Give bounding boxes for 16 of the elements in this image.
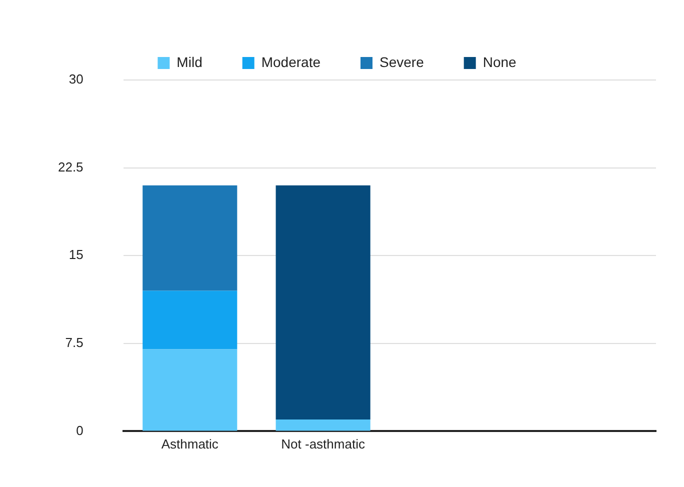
bar	[142, 290, 238, 350]
bar	[276, 185, 370, 420]
legend-label: Severe	[379, 54, 424, 70]
y-tick-label: 7.5	[65, 334, 84, 350]
bar	[276, 419, 370, 431]
legend-label: Moderate	[261, 54, 321, 70]
y-tick-label: 30	[68, 72, 84, 87]
y-tick-label: 22.5	[58, 159, 84, 174]
bar	[142, 185, 238, 291]
x-tick-label: Not -asthmatic	[281, 436, 366, 452]
legend-label: Mild	[176, 54, 202, 70]
y-tick-label: 0	[76, 422, 84, 438]
bar	[142, 349, 238, 431]
y-tick-label: 15	[68, 247, 84, 262]
x-tick-label: Asthmatic	[161, 436, 219, 452]
legend-label: None	[482, 54, 517, 70]
